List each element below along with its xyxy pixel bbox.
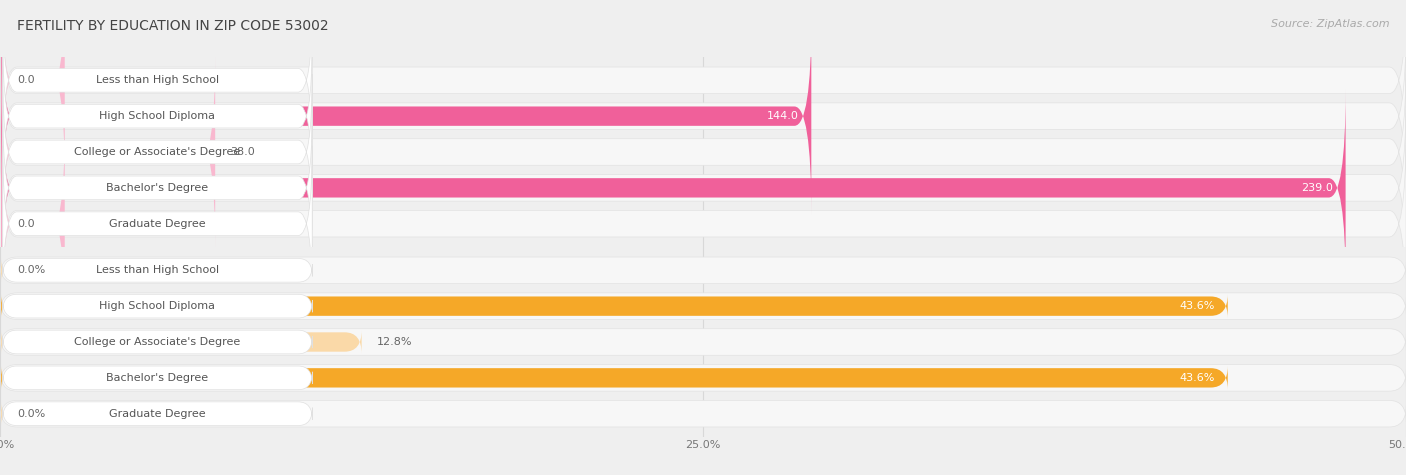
FancyBboxPatch shape [0,400,1406,427]
Text: Bachelor's Degree: Bachelor's Degree [107,373,208,383]
FancyBboxPatch shape [0,365,1406,391]
FancyBboxPatch shape [1,330,361,354]
FancyBboxPatch shape [3,74,312,230]
FancyBboxPatch shape [1,18,811,214]
Text: 43.6%: 43.6% [1180,373,1215,383]
FancyBboxPatch shape [1,54,215,250]
FancyBboxPatch shape [3,38,312,194]
FancyBboxPatch shape [3,294,312,318]
FancyBboxPatch shape [0,22,1406,210]
Text: 0.0%: 0.0% [17,408,45,418]
Text: High School Diploma: High School Diploma [100,301,215,311]
Text: 0.0%: 0.0% [17,266,45,276]
FancyBboxPatch shape [0,0,1406,175]
Text: Source: ZipAtlas.com: Source: ZipAtlas.com [1271,19,1389,29]
Text: High School Diploma: High School Diploma [100,111,215,121]
FancyBboxPatch shape [1,0,65,178]
Text: 12.8%: 12.8% [377,337,412,347]
Text: Graduate Degree: Graduate Degree [110,218,205,228]
Text: 0.0: 0.0 [17,76,35,86]
Text: 239.0: 239.0 [1301,183,1333,193]
FancyBboxPatch shape [3,258,312,282]
Text: Less than High School: Less than High School [96,266,219,276]
FancyBboxPatch shape [3,2,312,158]
FancyBboxPatch shape [0,329,1406,355]
Text: 43.6%: 43.6% [1180,301,1215,311]
FancyBboxPatch shape [0,58,1406,246]
FancyBboxPatch shape [1,126,65,322]
Text: Less than High School: Less than High School [96,76,219,86]
Text: Bachelor's Degree: Bachelor's Degree [107,183,208,193]
FancyBboxPatch shape [3,402,312,426]
FancyBboxPatch shape [1,90,1346,286]
FancyBboxPatch shape [0,293,1406,319]
FancyBboxPatch shape [1,402,65,426]
Text: 144.0: 144.0 [766,111,799,121]
Text: FERTILITY BY EDUCATION IN ZIP CODE 53002: FERTILITY BY EDUCATION IN ZIP CODE 53002 [17,19,329,33]
FancyBboxPatch shape [3,110,312,266]
Text: College or Associate's Degree: College or Associate's Degree [75,337,240,347]
FancyBboxPatch shape [3,366,312,390]
FancyBboxPatch shape [1,258,65,282]
FancyBboxPatch shape [0,129,1406,318]
FancyBboxPatch shape [0,257,1406,284]
FancyBboxPatch shape [0,94,1406,282]
FancyBboxPatch shape [3,146,312,302]
Text: 0.0: 0.0 [17,218,35,228]
Text: College or Associate's Degree: College or Associate's Degree [75,147,240,157]
FancyBboxPatch shape [3,330,312,354]
Text: Graduate Degree: Graduate Degree [110,408,205,418]
FancyBboxPatch shape [1,366,1227,390]
FancyBboxPatch shape [1,294,1227,318]
Text: 38.0: 38.0 [231,147,256,157]
